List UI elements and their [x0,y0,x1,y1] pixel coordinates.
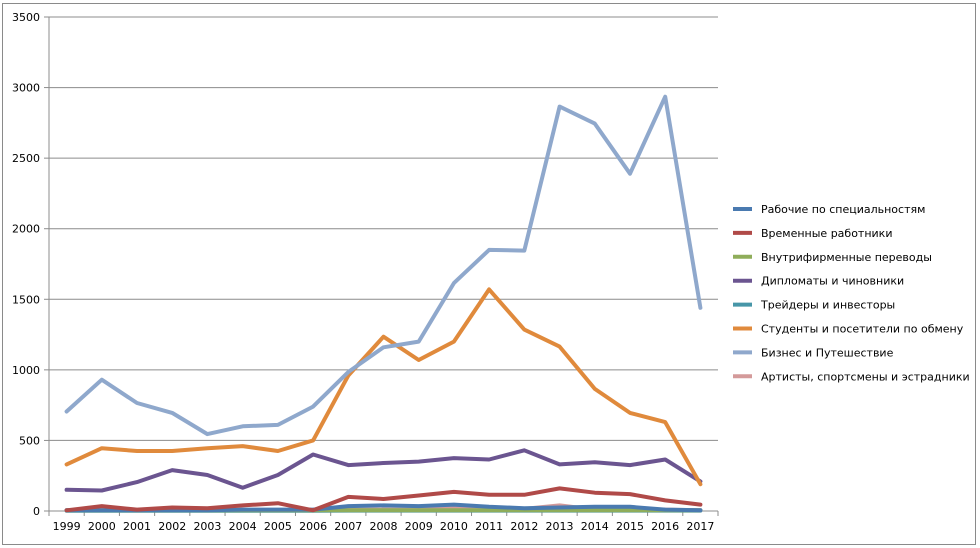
legend-label: Бизнес и Путешествие [761,346,894,359]
legend-label: Артисты, спортсмены и эстрадники [761,370,970,383]
series-lines [64,94,703,513]
x-tick-label: 2009 [405,520,433,533]
x-tick-label: 2000 [88,520,116,533]
x-tick-label: 2016 [651,520,679,533]
chart-frame [2,3,976,545]
x-tick-label: 2011 [475,520,503,533]
series-line-0 [64,502,703,513]
x-tick-label: 2017 [686,520,714,533]
series-line-1 [64,486,703,513]
series-line-5 [64,287,703,487]
legend: Рабочие по специальностям Временные работ… [733,203,970,383]
y-tick-label: 500 [19,434,40,447]
legend-label: Рабочие по специальностям [761,203,925,216]
x-tick-label: 2004 [229,520,257,533]
series-line-6 [64,94,703,437]
legend-label: Дипломаты и чиновники [761,275,904,288]
x-tick-label: 2012 [510,520,538,533]
x-tick-label: 2005 [264,520,292,533]
x-tick-label: 2010 [440,520,468,533]
gridlines [49,16,718,441]
x-tick-label: 2008 [370,520,398,533]
x-tick-label: 2001 [123,520,151,533]
y-tick-label: 2500 [12,152,40,165]
y-axis-ticks: 0 500 1000 1500 2000 2500 3000 3500 [12,11,49,518]
y-tick-label: 3500 [12,11,40,24]
y-tick-label: 0 [33,505,40,518]
x-tick-label: 2013 [546,520,574,533]
x-tick-label: 2002 [158,520,186,533]
x-tick-label: 2007 [334,520,362,533]
y-tick-label: 3000 [12,82,40,95]
x-tick-label: 2015 [616,520,644,533]
y-tick-label: 2000 [12,223,40,236]
x-axis: 1999 2000 2001 2002 2003 2004 2005 2006 2007 2008… [48,17,719,533]
x-tick-label: 2003 [193,520,221,533]
series-line-3 [64,448,703,493]
legend-label: Внутрифирменные переводы [761,251,932,264]
y-tick-label: 1000 [12,364,40,377]
x-tick-label: 2014 [581,520,609,533]
legend-label: Трейдеры и инвесторы [760,299,895,312]
x-tick-label: 1999 [53,520,81,533]
legend-label: Студенты и посетители по обмену [761,323,964,336]
legend-label: Временные работники [761,227,892,240]
x-tick-label: 2006 [299,520,327,533]
y-tick-label: 1500 [12,293,40,306]
